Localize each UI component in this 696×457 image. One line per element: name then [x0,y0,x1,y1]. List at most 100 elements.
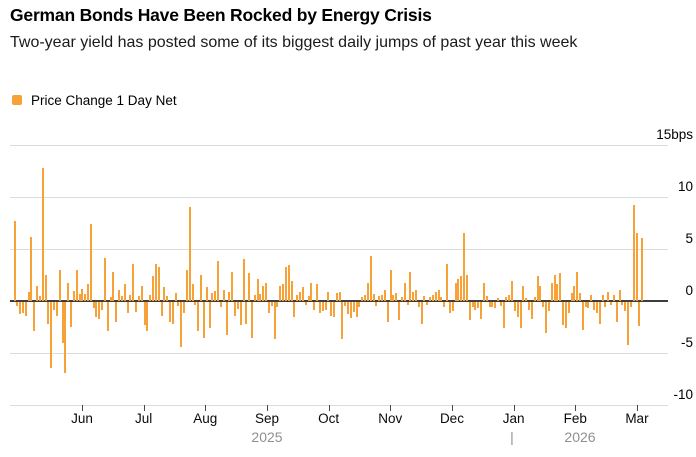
bar [431,294,434,301]
bar [50,302,53,368]
bar [454,283,457,301]
y-axis-label: -5 [680,335,693,350]
bar [341,302,344,340]
y-axis-label: 5 [685,231,693,246]
bar [55,302,58,316]
chart-subtitle: Two-year yield has posted some of its bi… [10,34,578,51]
bar [513,302,516,312]
bar [355,302,358,317]
bar [106,302,109,332]
bar [621,302,624,306]
bar [386,302,389,322]
bar [364,294,367,301]
bar [584,302,587,308]
bar [499,302,502,307]
bar [474,302,477,311]
bar [84,293,87,301]
bar [197,302,200,332]
bar [129,294,132,301]
bar [81,288,84,301]
bar [383,289,386,301]
bar [550,283,553,301]
bar [347,302,350,315]
bar [587,302,590,309]
bar [16,302,19,307]
bar [191,284,194,301]
bar [366,283,369,301]
bar [61,302,64,343]
bar [536,276,539,301]
bar [143,302,146,325]
bar [448,302,451,314]
x-axis-tick [575,405,577,411]
bar [480,302,483,319]
bar [87,284,89,301]
bar [64,302,67,373]
bar [270,302,273,307]
bar [284,266,287,301]
bar [214,290,217,301]
x-axis-label: Jun [71,411,93,426]
bar [375,302,378,307]
zero-line [10,300,668,302]
bar [287,264,290,301]
legend-label: Price Change 1 Day Net [31,93,177,108]
bar [344,302,347,307]
bar [446,263,449,301]
bar [231,271,234,301]
bar [115,302,118,322]
bar [604,302,607,308]
bar [369,256,372,301]
bar [567,302,570,314]
bar [95,302,98,317]
bar [635,233,638,301]
bar [335,292,338,301]
bar [610,302,613,306]
x-axis-tick [390,405,392,411]
x-axis-label: Oct [318,411,340,426]
bar [253,294,256,301]
bar [166,295,169,301]
bar [183,302,186,314]
bar [638,302,641,326]
bar [245,302,248,324]
bar [406,302,409,306]
bar [465,275,468,301]
bar [262,286,265,301]
bar [259,293,262,301]
x-axis-label: Sep [254,411,279,426]
bar [352,302,355,313]
bar [553,275,556,301]
bar [279,286,282,301]
bar [372,293,375,301]
bar [547,302,550,312]
y-axis-label: -10 [673,387,693,402]
bar [434,291,437,301]
bar [420,302,423,324]
bar [169,302,171,322]
bar [381,294,384,301]
bar [457,279,460,301]
bar [307,295,310,301]
x-axis-tick [328,405,330,411]
bar [234,302,237,316]
x-axis-tick [205,405,207,411]
chart-title: German Bonds Have Been Rocked by Energy … [10,5,432,25]
bar [440,296,443,301]
bar [98,302,101,319]
bar [163,287,166,301]
bar [576,271,579,301]
bar [228,291,231,301]
bar [318,302,321,314]
x-axis-label: Aug [193,411,218,426]
bar [400,296,403,301]
bar [378,295,381,301]
bar [627,302,630,345]
bar [525,297,528,301]
bar [225,302,228,336]
bar [564,302,567,328]
bar [542,302,545,308]
bar [53,302,56,311]
y-axis-label: 10 [677,179,693,194]
